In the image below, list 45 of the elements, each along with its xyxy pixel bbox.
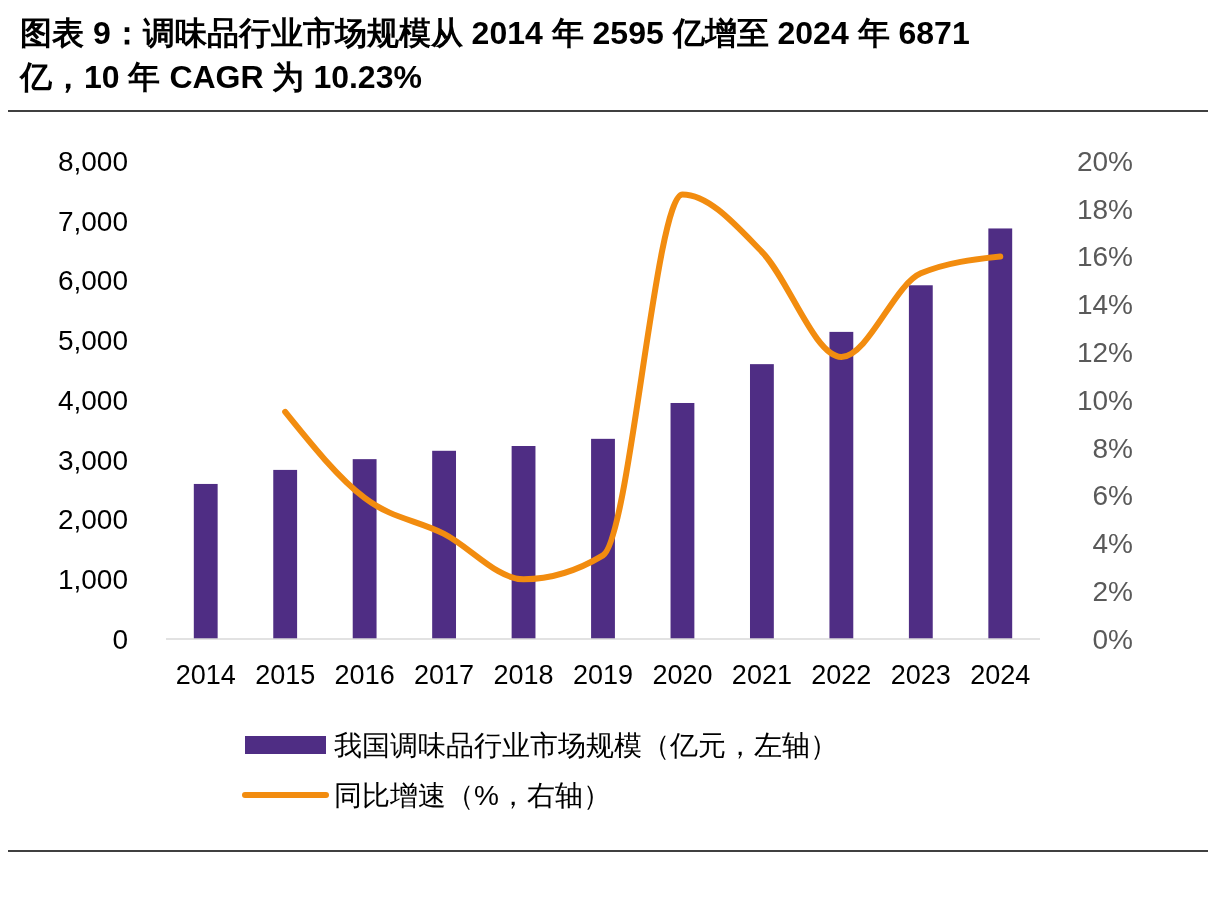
y-tick-label: 2,000 [57, 504, 128, 536]
bar [829, 331, 854, 639]
y2-tick-label: 2% [1092, 576, 1133, 607]
y-tick-label: 3,000 [57, 444, 128, 476]
bar [749, 364, 774, 639]
y2-tick-label: 10% [1076, 384, 1133, 416]
x-tick-label: 2021 [731, 660, 792, 690]
x-tick-label: 2019 [572, 660, 634, 690]
bar [908, 285, 933, 639]
y2-tick-label: 0% [1092, 623, 1133, 655]
bar [273, 469, 298, 639]
bar [670, 402, 695, 639]
y-tick-label: 0 [112, 623, 128, 655]
legend-label: 我国调味品行业市场规模（亿元，左轴） [334, 729, 838, 761]
y2-tick-label: 20% [1076, 145, 1133, 177]
y-tick-label: 1,000 [57, 564, 128, 596]
y-tick-label: 4,000 [57, 384, 128, 416]
x-tick-label: 2022 [811, 660, 872, 690]
legend-label: 同比增速（%，右轴） [334, 779, 611, 811]
y2-tick-label: 16% [1076, 241, 1133, 273]
x-tick-label: 2023 [890, 660, 951, 690]
y2-tick-label: 12% [1076, 337, 1133, 368]
x-tick-label: 2018 [493, 660, 554, 690]
x-tick-label: 2015 [255, 660, 316, 690]
x-tick-label: 2014 [175, 660, 236, 690]
y2-tick-label: 8% [1092, 432, 1133, 464]
y-tick-label: 6,000 [57, 265, 128, 297]
y2-tick-label: 18% [1076, 193, 1133, 225]
y-tick-label: 8,000 [57, 145, 128, 177]
bar [591, 438, 615, 639]
y-tick-label: 5,000 [57, 325, 128, 357]
x-tick-label: 2017 [414, 660, 475, 690]
bar [352, 459, 377, 639]
x-tick-label: 2020 [652, 660, 713, 690]
y2-tick-label: 4% [1092, 528, 1133, 560]
chart-title: 图表 9：调味品行业市场规模从 2014 年 2595 亿增至 2024 年 6871 亿，10 年 CAGR 为 10.23% [18, 15, 970, 95]
bar [511, 446, 536, 639]
y2-tick-label: 14% [1076, 289, 1133, 321]
y2-tick-label: 6% [1092, 480, 1133, 512]
bar [432, 450, 457, 639]
x-tick-label: 2024 [970, 660, 1031, 690]
bar [988, 228, 1013, 639]
y-tick-label: 7,000 [57, 205, 128, 237]
bar [193, 483, 218, 639]
x-tick-label: 2016 [334, 660, 395, 690]
